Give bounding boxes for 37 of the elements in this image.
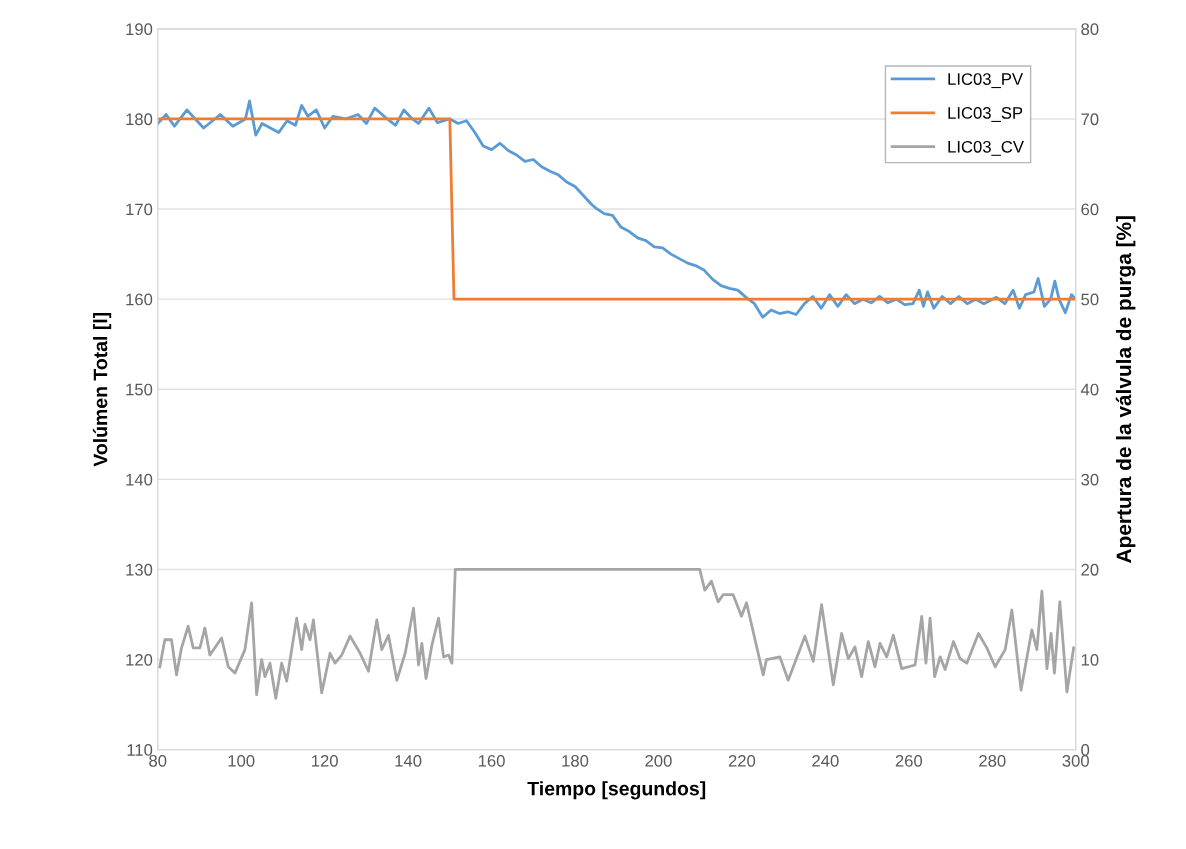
x-tick-label: 180 (562, 754, 589, 767)
y2-tick-label: 50 (1081, 293, 1099, 306)
line-series (158, 568, 1076, 700)
y2-tick-label: 10 (1081, 653, 1099, 666)
y-tick-label: 120 (126, 653, 153, 666)
y-tick-label: 130 (126, 563, 153, 576)
legend-label: LIC03_PV (948, 73, 1023, 89)
x-tick-label: 240 (812, 754, 839, 767)
y-axis-title: Volúmen Total [l] (92, 312, 112, 467)
y2-tick-label: 30 (1081, 473, 1099, 486)
x-tick-label: 120 (312, 754, 338, 767)
y-tick-label: 150 (126, 383, 153, 396)
y2-tick-label: 70 (1081, 113, 1099, 126)
y-tick-label: 170 (126, 203, 153, 216)
x-tick-label: 100 (228, 754, 255, 767)
x-axis-title: Tiempo [segundos] (527, 781, 706, 800)
x-tick-label: 80 (149, 754, 167, 767)
x-tick-label: 280 (979, 754, 1006, 767)
y2-axis-title: Apertura de la válvula de purga [%] (1115, 216, 1136, 563)
legend-label: LIC03_SP (948, 107, 1023, 122)
x-tick-label: 200 (645, 754, 672, 767)
y2-tick-label: 40 (1080, 383, 1099, 396)
y-tick-label: 140 (126, 473, 153, 486)
y2-tick-label: 0 (1081, 744, 1090, 756)
x-tick-label: 140 (395, 754, 422, 767)
x-tick-label: 220 (728, 754, 756, 767)
y2-tick-label: 60 (1081, 203, 1099, 216)
y-tick-label: 180 (126, 113, 153, 126)
y-tick-label: 110 (127, 744, 153, 756)
x-tick-label: 160 (478, 754, 505, 767)
legend-label: LIC03_CV (948, 140, 1024, 156)
x-tick-label: 260 (895, 754, 923, 767)
y2-tick-label: 80 (1081, 23, 1099, 36)
y2-tick-label: 20 (1081, 563, 1099, 576)
y-tick-label: 190 (126, 23, 153, 36)
x-tick-label: 300 (1062, 754, 1089, 767)
y-tick-label: 160 (126, 293, 153, 306)
